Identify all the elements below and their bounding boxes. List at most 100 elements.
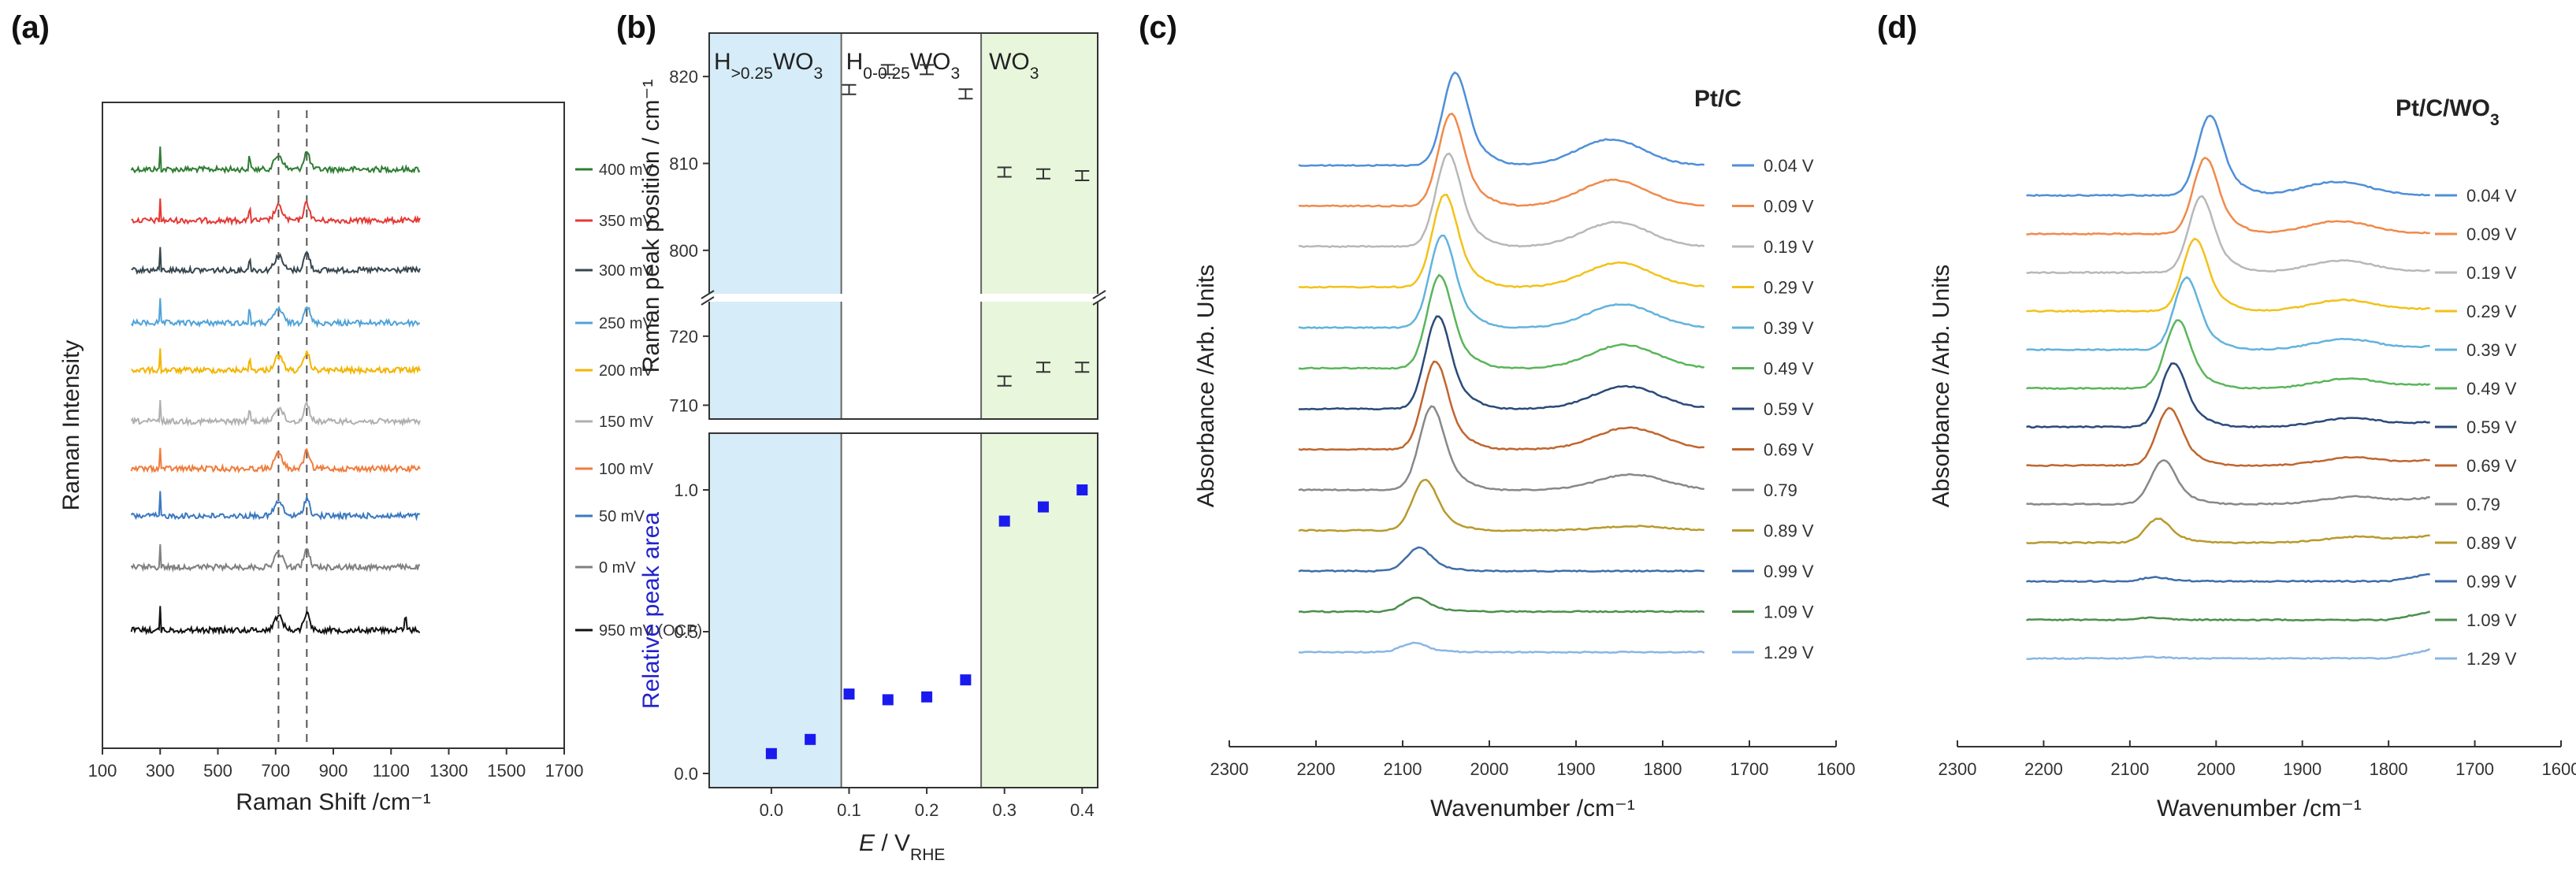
plot-frame-top <box>708 32 1098 420</box>
x-axis-label: Wavenumber /cm⁻¹ <box>1430 796 1635 822</box>
legend-label: 300 mV <box>599 262 654 280</box>
spectrum-line-0.59-V <box>2026 362 2430 428</box>
x-tick-label: 1700 <box>2455 759 2494 779</box>
x-tick-label: 300 <box>146 761 175 781</box>
y-axis-label: Absorbance /Arb. Units <box>1928 265 1954 507</box>
x-tick-label: 1700 <box>545 761 584 781</box>
x-tick-label: 1800 <box>2370 759 2408 779</box>
spectrum-line-0.04-V <box>1298 71 1704 167</box>
legend-label: 0.09 V <box>2466 224 2517 244</box>
spectrum-line-0.49-V <box>2026 319 2431 390</box>
region-label: H>0.25WO3 <box>714 49 823 83</box>
spectrum-line-0.99-V <box>1298 546 1704 573</box>
axis-break-mark <box>1092 296 1106 306</box>
relative-area-point <box>882 694 894 706</box>
x-tick-label: 2300 <box>1939 759 1977 779</box>
x-tick-label: 1600 <box>1817 759 1856 779</box>
spectrum-line-0.19-V <box>1298 152 1705 249</box>
panel-label-b: (b) <box>616 10 656 45</box>
spectrum-line-400-mV <box>130 146 421 175</box>
plot-frame-bottom <box>708 432 1098 788</box>
legend-label: 50 mV <box>599 508 645 525</box>
legend-label: 0.99 V <box>1764 562 1814 581</box>
axis-break-mark <box>701 290 715 299</box>
region-label: WO3 <box>989 49 1039 83</box>
x-tick-label: 1300 <box>429 761 468 781</box>
relative-area-point <box>843 688 855 700</box>
x-tick-label: 2200 <box>1297 759 1336 779</box>
x-tick-label: 100 <box>88 761 117 781</box>
x-tick-label: 1900 <box>1557 759 1596 779</box>
spectrum-line-0.69-V <box>2026 406 2430 467</box>
spectrum-line-1.29-V <box>2026 648 2431 660</box>
legend-label: 0.09 V <box>1764 197 1814 217</box>
legend-label: 1.09 V <box>1764 603 1814 622</box>
legend-label: 0.04 V <box>2466 186 2517 206</box>
legend-label: 1.29 V <box>1764 643 1814 662</box>
legend-label: 150 mV <box>599 414 654 431</box>
legend-label: 0.59 V <box>1764 399 1814 419</box>
legend-label: 0.99 V <box>2466 572 2517 592</box>
spectrum-line-0.09-V <box>2026 156 2430 236</box>
x-tick-label: 2200 <box>2024 759 2063 779</box>
x-tick-label: 1500 <box>487 761 526 781</box>
legend-label: 0 mV <box>599 559 636 577</box>
x-tick-label: 0.4 <box>1070 800 1095 820</box>
spectrum-line-0-mV <box>130 543 421 573</box>
relative-area-point <box>960 674 972 686</box>
panel-a: (a) 100 300 500 700 900 1100 1300 1500 1700 Raman … <box>11 10 702 815</box>
region-shade-top <box>981 33 1098 419</box>
x-tick-label: 0.0 <box>760 800 784 820</box>
spectrum-line-1.09-V <box>1298 596 1705 614</box>
legend-label: 0.69 V <box>1764 440 1814 460</box>
legend-label: 400 mV <box>599 161 654 179</box>
spectrum-line-150-mV <box>130 399 421 428</box>
spectrum-line-0.69-V <box>1298 360 1704 451</box>
spectrum-line-350-mV <box>131 198 421 227</box>
legend-label: 0.79 <box>1764 480 1797 500</box>
legend-label: 0.29 V <box>2466 302 2517 321</box>
spectrum-line-950-mV-(OCP) <box>130 606 421 636</box>
relative-area-point <box>805 733 816 745</box>
spectrum-line-1.09-V <box>2026 610 2431 622</box>
y-tick-label: 820 <box>669 67 698 87</box>
y-tick-label: 0.5 <box>674 622 698 642</box>
legend-label: 0.19 V <box>2466 263 2517 283</box>
y-axis-label: Absorbance /Arb. Units <box>1193 265 1219 507</box>
legend-label: 350 mV <box>599 213 654 230</box>
x-tick-label: 1600 <box>2542 759 2576 779</box>
legend-label: 0.89 V <box>1764 521 1814 541</box>
spectrum-line-250-mV <box>130 298 420 329</box>
spectrum-line-0.04-V <box>2026 114 2430 197</box>
spectrum-line-0.29-V <box>2026 237 2430 313</box>
panel-title: Pt/C <box>1694 86 1741 112</box>
y-tick-label: 710 <box>669 395 698 415</box>
x-tick-label: 1800 <box>1644 759 1682 779</box>
legend-label: 0.59 V <box>2466 417 2517 437</box>
y-tick-label: 800 <box>669 241 698 261</box>
y-axis-label-top: Raman peak position / cm⁻¹ <box>638 80 664 373</box>
legend-label: 0.19 V <box>1764 237 1814 257</box>
legend-label: 0.29 V <box>1764 278 1814 298</box>
panel-title: Pt/C/WO3 <box>2396 95 2500 129</box>
region-shade-bottom <box>709 433 842 788</box>
y-tick-label: 0.0 <box>674 764 698 784</box>
x-axis-label: E / VRHE <box>859 830 945 864</box>
spectrum-line-0.99-V <box>2026 573 2430 584</box>
spectrum-line-0.79 <box>1298 405 1704 492</box>
spectrum-line-1.29-V <box>1298 641 1705 654</box>
x-axis-label: Raman Shift /cm⁻¹ <box>236 789 431 815</box>
panel-label-a: (a) <box>11 10 50 45</box>
x-tick-label: 2100 <box>2110 759 2149 779</box>
spectrum-line-0.89-V <box>2026 517 2430 544</box>
legend-label: 0.49 V <box>1764 359 1814 379</box>
plot-frame <box>102 102 565 749</box>
spectrum-line-50-mV <box>130 491 421 521</box>
panel-c: (c) 2300 2200 2100 2000 1900 1800 1700 1600 Waven… <box>1139 10 1855 822</box>
spectrum-line-0.39-V <box>1298 234 1704 330</box>
x-tick-label: 2300 <box>1210 759 1249 779</box>
x-tick-label: 2000 <box>2197 759 2236 779</box>
panel-label-d: (d) <box>1877 10 1917 45</box>
spectrum-line-0.39-V <box>2026 276 2430 351</box>
x-axis-label: Wavenumber /cm⁻¹ <box>2157 796 2362 822</box>
